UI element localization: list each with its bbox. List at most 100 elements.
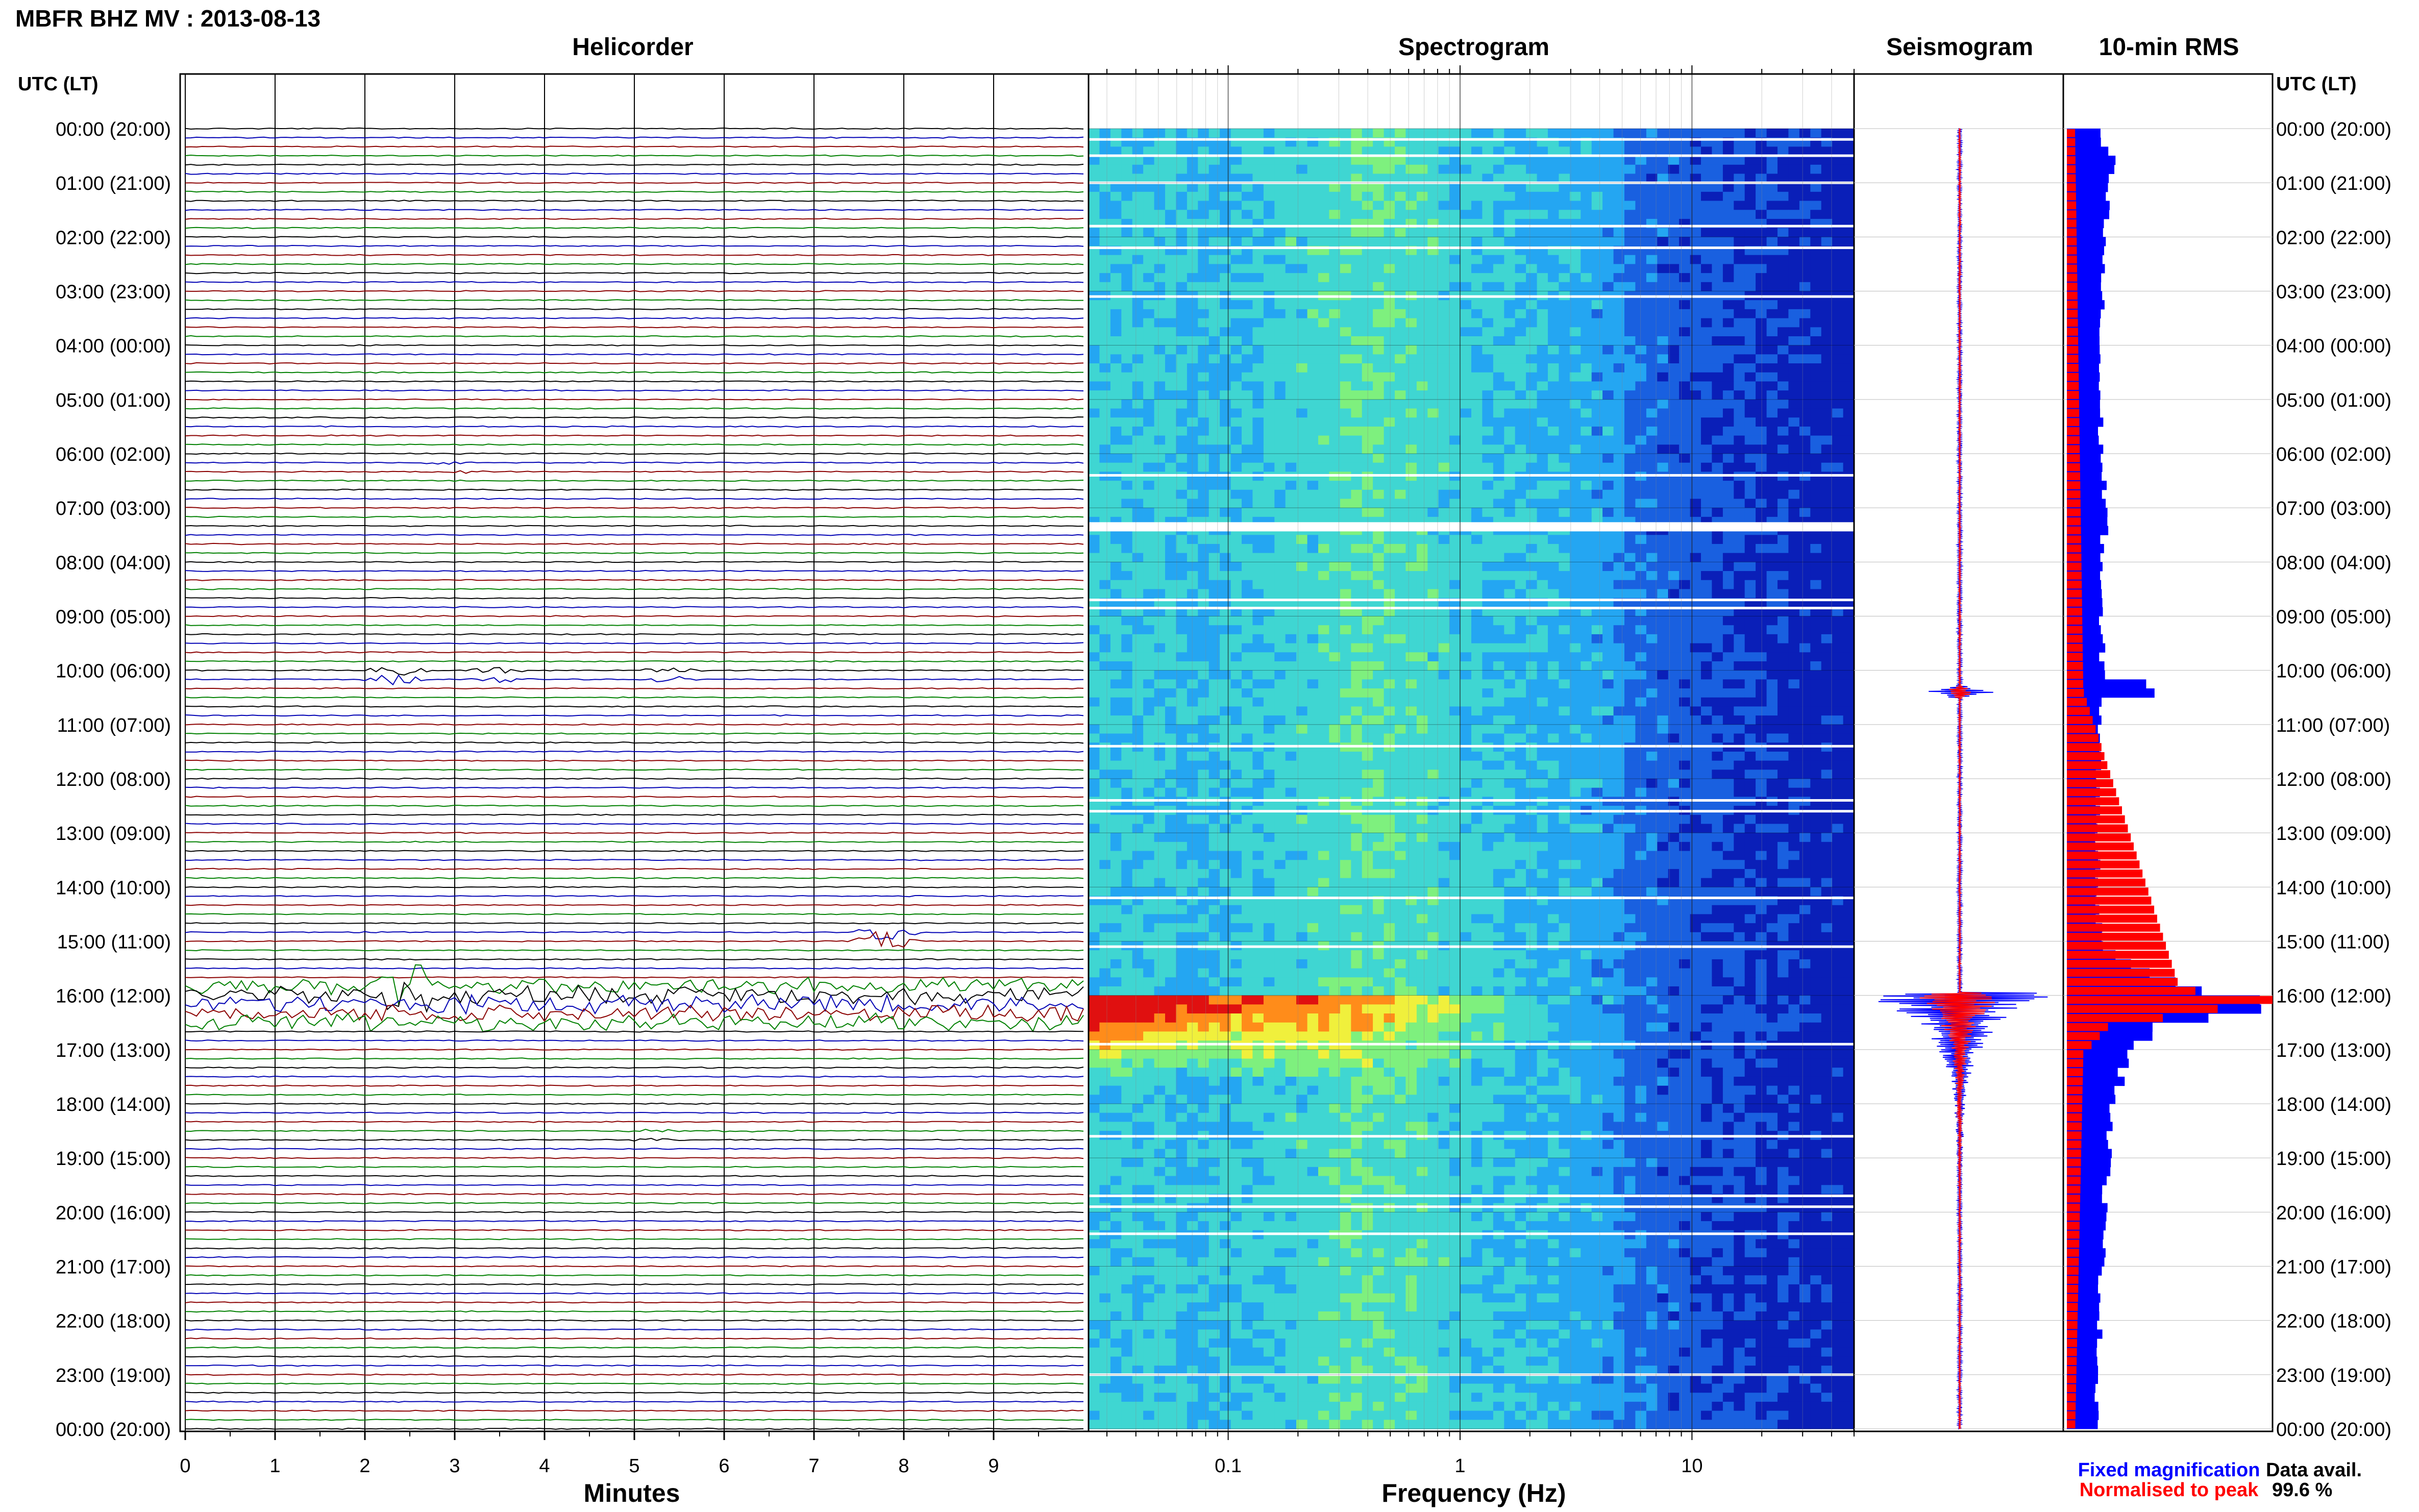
spectrogram-cell	[1493, 183, 1504, 192]
spectrogram-cell	[1591, 733, 1603, 743]
spectrogram-cell	[1722, 571, 1734, 581]
spectrogram-cell	[1657, 634, 1669, 644]
spectrogram-cell	[1559, 345, 1570, 355]
spectrogram-cell	[1569, 228, 1581, 237]
spectrogram-cell	[1744, 634, 1756, 644]
spectrogram-cell	[1220, 309, 1231, 319]
spectrogram-cell	[1679, 264, 1691, 274]
spectrogram-cell	[1438, 706, 1450, 716]
spectrogram-cell	[1154, 173, 1166, 183]
spectrogram-cell	[1460, 173, 1472, 183]
helicorder-x-tick-label: 4	[539, 1455, 550, 1477]
spectrogram-cell	[1799, 156, 1811, 165]
spectrogram-cell	[1471, 318, 1483, 328]
spectrogram-cell	[1581, 724, 1592, 734]
spectrogram-cell	[1274, 173, 1286, 183]
spectrogram-cell	[1154, 156, 1166, 165]
spectrogram-cell	[1548, 661, 1559, 671]
spectrogram-cell	[1143, 417, 1155, 427]
spectrogram-cell	[1263, 390, 1275, 400]
spectrogram-cell	[1449, 652, 1461, 662]
spectrogram-cell	[1416, 580, 1428, 590]
spectrogram-cell	[1832, 201, 1844, 210]
spectrogram-cell	[1252, 462, 1264, 472]
spectrogram-cell	[1756, 381, 1767, 391]
spectrogram-cell	[1143, 481, 1155, 490]
spectrogram-cell	[1165, 210, 1176, 219]
helicorder-trace	[185, 777, 1084, 780]
spectrogram-cell	[1559, 715, 1570, 725]
spectrogram-cell	[1832, 372, 1844, 382]
spectrogram-cell	[1471, 444, 1483, 454]
spectrogram-cell	[1635, 481, 1647, 490]
spectrogram-cell	[1526, 282, 1538, 292]
spectrogram-cell	[1778, 372, 1789, 382]
spectrogram-cell	[1744, 688, 1756, 698]
spectrogram-cell	[1405, 354, 1417, 364]
spectrogram-cell	[1230, 444, 1242, 454]
spectrogram-cell	[1602, 129, 1614, 138]
spectrogram-cell	[1132, 282, 1144, 292]
spectrogram-cell	[1515, 435, 1526, 445]
spectrogram-cell	[1460, 733, 1472, 743]
helicorder-trace	[185, 651, 1084, 654]
spectrogram-cell	[1165, 273, 1176, 283]
spectrogram-cell	[1416, 164, 1428, 175]
spectrogram-cell	[1274, 345, 1286, 355]
spectrogram-cell	[1110, 399, 1122, 409]
spectrogram-cell	[1548, 535, 1559, 544]
spectrogram-cell	[1657, 381, 1669, 391]
spectrogram-cell	[1843, 255, 1855, 265]
spectrogram-cell	[1712, 201, 1723, 210]
spectrogram-cell	[1143, 679, 1155, 689]
spectrogram-cell	[1384, 183, 1395, 192]
spectrogram-cell	[1373, 444, 1385, 454]
spectrogram-cell	[1613, 580, 1625, 590]
spectrogram-cell	[1744, 616, 1756, 626]
spectrogram-cell	[1110, 255, 1122, 265]
spectrogram-cell	[1318, 652, 1329, 662]
spectrogram-cell	[1460, 390, 1472, 400]
spectrogram-cell	[1340, 146, 1351, 156]
spectrogram-cell	[1581, 390, 1592, 400]
spectrogram-cell	[1504, 679, 1516, 689]
spectrogram-cell	[1165, 201, 1176, 210]
spectrogram-cell	[1722, 661, 1734, 671]
spectrogram-cell	[1252, 697, 1264, 707]
spectrogram-cell	[1154, 652, 1166, 662]
spectrogram-cell	[1537, 228, 1548, 237]
spectrogram-cell	[1602, 733, 1614, 743]
spectrogram-cell	[1734, 462, 1745, 472]
spectrogram-cell	[1679, 300, 1691, 310]
spectrogram-cell	[1799, 706, 1811, 716]
spectrogram-cell	[1395, 706, 1406, 716]
spectrogram-cell	[1766, 191, 1778, 202]
spectrogram-cell	[1701, 300, 1712, 310]
spectrogram-cell	[1581, 191, 1592, 202]
spectrogram-cell	[1756, 652, 1767, 662]
spectrogram-cell	[1351, 417, 1363, 427]
time-label-right: 13:00 (09:00)	[2276, 823, 2391, 845]
spectrogram-cell	[1504, 625, 1516, 635]
spectrogram-cell	[1154, 318, 1166, 328]
spectrogram-cell	[1373, 408, 1385, 418]
spectrogram-cell	[1285, 164, 1297, 175]
spectrogram-cell	[1821, 706, 1833, 716]
spectrogram-cell	[1427, 706, 1439, 716]
helicorder-trace	[185, 127, 1084, 130]
spectrogram-cell	[1460, 535, 1472, 544]
spectrogram-cell	[1701, 634, 1712, 644]
spectrogram-cell	[1482, 589, 1494, 599]
spectrogram-cell	[1515, 345, 1526, 355]
helicorder-trace	[185, 190, 1084, 193]
spectrogram-cell	[1110, 282, 1122, 292]
spectrogram-cell	[1121, 580, 1133, 590]
spectrogram-cell	[1230, 733, 1242, 743]
spectrogram-cell	[1373, 300, 1385, 310]
spectrogram-cell	[1307, 228, 1319, 237]
spectrogram-cell	[1602, 156, 1614, 165]
spectrogram-cell	[1154, 535, 1166, 544]
spectrogram-cell	[1329, 164, 1341, 175]
spectrogram-cell	[1712, 156, 1723, 165]
spectrogram-cell	[1591, 435, 1603, 445]
